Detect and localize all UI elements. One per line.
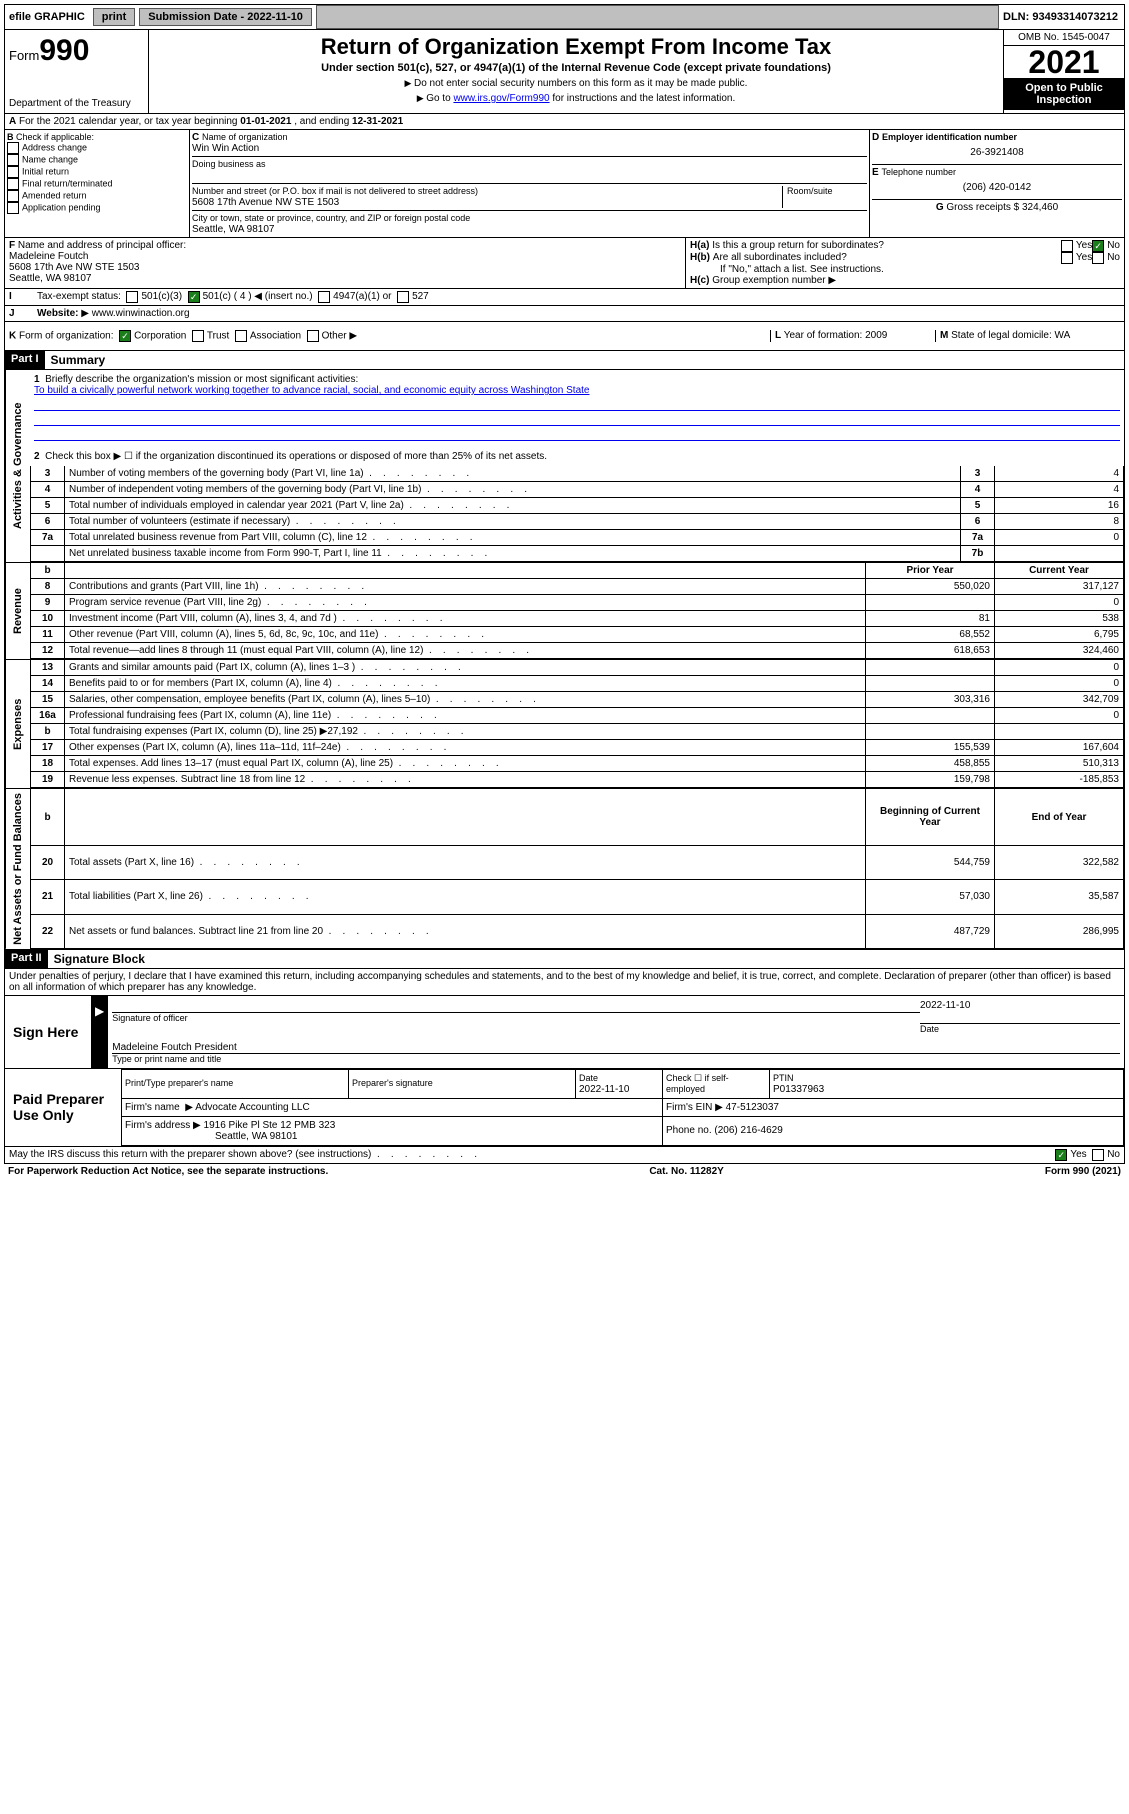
revenue-table: bPrior YearCurrent Year8Contributions an…	[30, 563, 1124, 659]
part1-header: Part I Summary	[4, 351, 1125, 370]
sign-arrow-icon: ▶	[91, 996, 108, 1068]
submission-date-button[interactable]: Submission Date - 2022-11-10	[139, 8, 312, 26]
expenses-table: 13Grants and similar amounts paid (Part …	[30, 660, 1124, 788]
box-deg: D Employer identification number26-39214…	[870, 130, 1124, 237]
box-f: F Name and address of principal officer:…	[5, 238, 686, 288]
sign-here-block: Sign Here ▶ Signature of officer 2022-11…	[4, 996, 1125, 1069]
vtab-governance: Activities & Governance	[5, 370, 30, 562]
paid-preparer-block: Paid Preparer Use Only Print/Type prepar…	[4, 1069, 1125, 1147]
mission-text: To build a civically powerful network wo…	[34, 385, 589, 396]
dept-label: Department of the Treasury	[9, 98, 144, 109]
form-subtitle: Under section 501(c), 527, or 4947(a)(1)…	[153, 62, 999, 74]
vtab-revenue: Revenue	[5, 563, 30, 659]
box-b: B Check if applicable: Address change Na…	[5, 130, 190, 237]
box-c: C Name of organizationWin Win Action Doi…	[190, 130, 870, 237]
box-j: J Website: ▶ www.winwinaction.org	[4, 306, 1125, 322]
irs-link[interactable]: www.irs.gov/Form990	[453, 93, 549, 104]
penalty-text: Under penalties of perjury, I declare th…	[4, 969, 1125, 996]
section-fh: F Name and address of principal officer:…	[4, 238, 1125, 289]
efile-label: efile GRAPHIC	[5, 11, 89, 23]
tax-year: 2021	[1004, 46, 1124, 78]
sig-date-line: Date	[920, 1023, 1120, 1034]
sig-officer-line: Signature of officer	[112, 1012, 920, 1023]
form-number: Form990	[9, 34, 144, 68]
page-footer: For Paperwork Reduction Act Notice, see …	[4, 1164, 1125, 1179]
governance-table: 3Number of voting members of the governi…	[30, 466, 1124, 562]
vtab-expenses: Expenses	[5, 660, 30, 788]
goto-note: Go to www.irs.gov/Form990 for instructio…	[153, 93, 999, 104]
netassets-block: Net Assets or Fund Balances bBeginning o…	[4, 789, 1125, 950]
preparer-table: Print/Type preparer's name Preparer's si…	[121, 1069, 1124, 1146]
vtab-netassets: Net Assets or Fund Balances	[5, 789, 30, 949]
box-h: H(a) Is this a group return for subordin…	[686, 238, 1124, 288]
box-klm: K Form of organization: Corporation Trus…	[4, 322, 1125, 351]
box-i: I Tax-exempt status: 501(c)(3) 501(c) ( …	[4, 289, 1125, 306]
period-row: A For the 2021 calendar year, or tax yea…	[4, 114, 1125, 130]
expenses-block: Expenses 13Grants and similar amounts pa…	[4, 660, 1125, 789]
revenue-block: Revenue bPrior YearCurrent Year8Contribu…	[4, 563, 1125, 660]
public-inspection: Open to Public Inspection	[1004, 78, 1124, 110]
netassets-table: bBeginning of Current YearEnd of Year20T…	[30, 789, 1124, 949]
print-button[interactable]: print	[93, 8, 135, 26]
sign-here-label: Sign Here	[5, 996, 91, 1068]
dln-label: DLN: 93493314073212	[1003, 11, 1124, 23]
form-title: Return of Organization Exempt From Incom…	[153, 34, 999, 60]
part2-header: Part II Signature Block	[4, 950, 1125, 969]
topbar-spacer	[316, 5, 999, 29]
governance-block: Activities & Governance 1 Briefly descri…	[4, 370, 1125, 563]
form-header: Form990 Department of the Treasury Retur…	[4, 30, 1125, 114]
discuss-row: May the IRS discuss this return with the…	[4, 1147, 1125, 1164]
section-bcd: B Check if applicable: Address change Na…	[4, 130, 1125, 238]
paid-preparer-label: Paid Preparer Use Only	[5, 1069, 121, 1146]
ssn-note: Do not enter social security numbers on …	[153, 78, 999, 89]
topbar: efile GRAPHIC print Submission Date - 20…	[4, 4, 1125, 30]
